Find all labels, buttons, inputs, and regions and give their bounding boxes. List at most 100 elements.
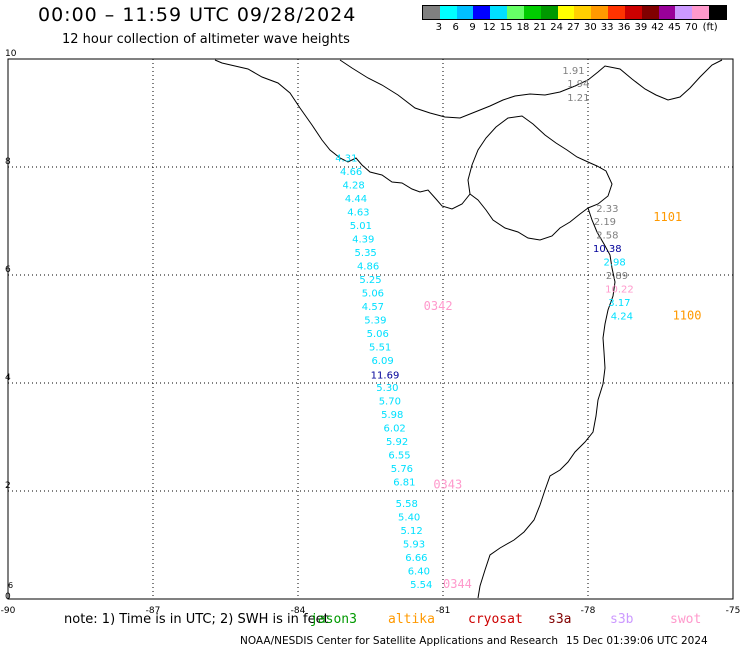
- legend-swatch: [507, 6, 524, 19]
- wave-height-value: 6.81: [393, 478, 415, 489]
- wave-height-value: 11.69: [371, 371, 400, 382]
- legend-swatch: [423, 6, 440, 19]
- wave-height-value: 5.70: [379, 397, 401, 408]
- legend-tick-label: 24: [550, 22, 564, 33]
- wave-height-value: 6.09: [371, 356, 393, 367]
- wave-height-value: 5.35: [355, 248, 377, 259]
- legend-swatch: [641, 6, 659, 19]
- wave-height-value: 4.86: [357, 262, 379, 273]
- map-grid: -90 -87 -84 -81 -78 -75 0 2 4 6 8 10 6: [1, 49, 740, 616]
- pass-number-label: 0343: [433, 477, 462, 491]
- legend-swatch: [692, 6, 710, 19]
- legend-color-bar: [422, 5, 727, 20]
- legend-tick-label: 30: [583, 22, 597, 33]
- wave-height-value: 5.93: [403, 540, 425, 551]
- wave-height-value: 4.31: [335, 154, 357, 165]
- wave-height-value: 5.76: [391, 464, 413, 475]
- legend-tick-label: 45: [668, 22, 681, 33]
- legend-swatch: [624, 6, 642, 19]
- legend-tick-label: 6: [452, 22, 459, 33]
- wave-height-value: 4.44: [345, 194, 367, 205]
- legend-tick-label: 12: [482, 22, 496, 33]
- wave-height-value: 4.39: [352, 235, 374, 246]
- pass-number-label: 1100: [673, 308, 702, 322]
- color-legend: 3 6 9 12 15 18 21 24 27 30 33 36 39 42 45 70 (ft): [422, 5, 727, 33]
- x-tick-label: -90: [1, 606, 16, 616]
- legend-tick-label: 33: [600, 22, 614, 33]
- wave-height-value: 1.94: [567, 79, 589, 90]
- wave-height-value: 2.98: [603, 257, 625, 268]
- page-title: 00:00 – 11:59 UTC 09/28/2024: [38, 4, 357, 26]
- legend-swatch: [473, 6, 491, 19]
- satellite-label-jason3: jason3: [310, 612, 357, 627]
- legend-swatch: [439, 6, 457, 19]
- caribbean-coast: [339, 59, 723, 119]
- wave-height-value: 6.66: [405, 553, 427, 564]
- legend-swatch: [557, 6, 575, 19]
- south-america-coast: [477, 207, 616, 599]
- legend-swatch: [658, 6, 676, 19]
- pass-number-label: 0344: [443, 577, 472, 591]
- wave-height-value: 5.01: [350, 221, 372, 232]
- wave-height-value: 6.55: [388, 451, 410, 462]
- x-tick-label: -87: [146, 606, 161, 616]
- credit-text: NOAA/NESDIS Center for Satellite Applica…: [240, 635, 558, 647]
- legend-tick-label: 42: [651, 22, 665, 33]
- x-tick-label: -81: [436, 606, 451, 616]
- x-tick-label: -84: [291, 606, 306, 616]
- generated-time: 15 Dec 01:39:06 UTC 2024: [566, 635, 708, 647]
- y-tick-label: 8: [5, 157, 11, 167]
- legend-swatch: [675, 6, 693, 19]
- footer-note: note: 1) Time is in UTC; 2) SWH is in fe…: [64, 612, 329, 627]
- legend-tick-label: 27: [567, 22, 580, 33]
- y-tick-label: 4: [5, 373, 11, 383]
- wave-height-value: 4.63: [347, 208, 369, 219]
- x-tick-label: -75: [726, 606, 740, 616]
- legend-swatch: [608, 6, 625, 19]
- wave-height-value: 3.17: [608, 298, 630, 309]
- legend-tick-label: 70: [684, 22, 698, 33]
- wave-height-value: 5.39: [364, 316, 386, 327]
- wave-height-value: 4.24: [611, 311, 633, 322]
- pass-labels: 0342 0343 0344 1101 1100: [424, 210, 702, 591]
- satellite-label-s3a: s3a: [548, 612, 572, 627]
- wave-height-value: 6.40: [408, 567, 430, 578]
- legend-tick-label: 18: [516, 22, 530, 33]
- map-frame: [7, 58, 734, 600]
- gulf-of-panama-shore: [469, 193, 589, 241]
- wave-height-value: 5.12: [400, 526, 422, 537]
- wave-height-value: 1.21: [567, 93, 589, 104]
- legend-tick-label: 3: [435, 22, 443, 33]
- legend-swatch: [490, 6, 508, 19]
- satellite-label-altika: altika: [388, 612, 435, 627]
- wave-height-value: 5.40: [398, 513, 420, 524]
- wave-height-value: 5.51: [369, 343, 391, 354]
- y-tick-label: 10: [5, 49, 17, 59]
- coastline: [214, 59, 723, 599]
- wave-height-value: 5.92: [386, 437, 408, 448]
- wave-height-value: 4.28: [342, 181, 364, 192]
- wave-height-value: 4.57: [362, 302, 384, 313]
- legend-swatch: [540, 6, 558, 19]
- wave-height-value: 4.66: [340, 167, 362, 178]
- legend-tick-label: 9: [469, 22, 476, 33]
- legend-tick-label: 39: [634, 22, 648, 33]
- central-america-coast: [214, 59, 613, 210]
- legend-tick-label: 15: [499, 22, 513, 33]
- pass-number-label: 1101: [653, 210, 682, 224]
- observation-labels: 1.91 1.94 1.21 4.31 4.66 4.28 4.44 4.63 5.01 4.39…: [335, 66, 634, 591]
- wave-height-value: 10.38: [593, 244, 622, 255]
- legend-swatch: [591, 6, 609, 19]
- wave-height-value: 10.22: [605, 284, 634, 295]
- legend-tick-label: 21: [533, 22, 547, 33]
- wave-height-value: 5.58: [396, 499, 418, 510]
- page-subtitle: 12 hour collection of altimeter wave hei…: [62, 32, 350, 47]
- wave-height-value: 5.25: [359, 275, 381, 286]
- y-tick-label-minor: 6: [8, 581, 13, 590]
- legend-swatch: [574, 6, 592, 19]
- legend-swatch: [523, 6, 541, 19]
- legend-unit: (ft): [702, 22, 718, 33]
- satellite-label-s3b: s3b: [610, 612, 634, 627]
- wave-height-value: 2.89: [606, 271, 628, 282]
